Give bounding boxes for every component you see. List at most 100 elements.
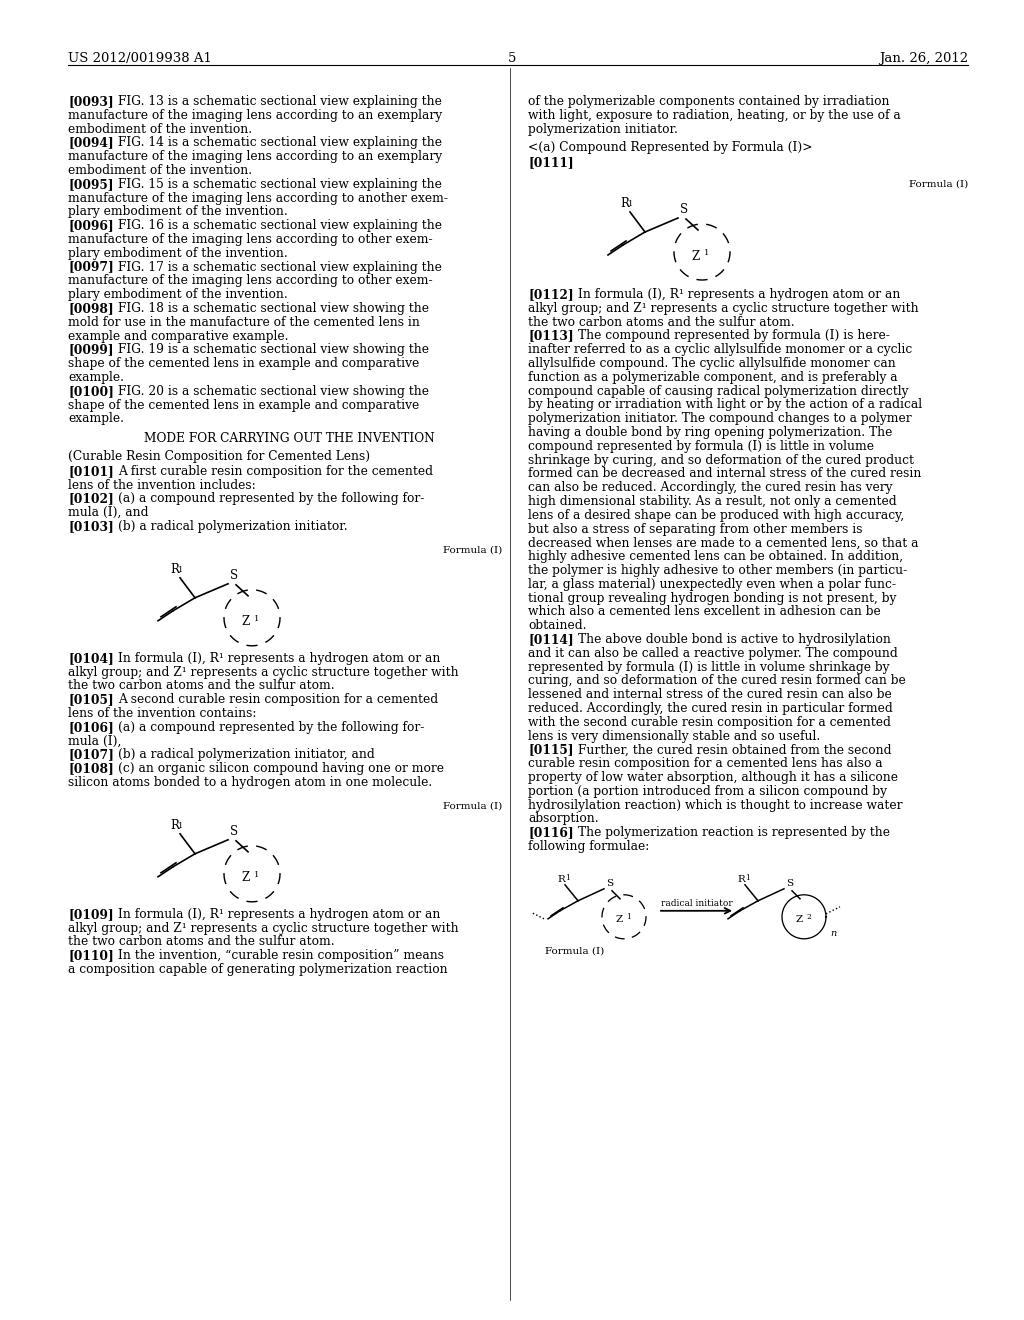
Text: 2: 2 — [807, 913, 811, 921]
Text: plary embodiment of the invention.: plary embodiment of the invention. — [68, 247, 288, 260]
Text: [0109]: [0109] — [68, 908, 114, 921]
Text: (b) a radical polymerization initiator.: (b) a radical polymerization initiator. — [118, 520, 347, 533]
Text: [0094]: [0094] — [68, 136, 114, 149]
Text: [0114]: [0114] — [528, 634, 573, 645]
Text: Formula (I): Formula (I) — [442, 801, 502, 810]
Text: [0116]: [0116] — [528, 826, 573, 840]
Text: shape of the cemented lens in example and comparative: shape of the cemented lens in example an… — [68, 399, 419, 412]
Text: lens of the invention includes:: lens of the invention includes: — [68, 479, 256, 491]
Text: lar, a glass material) unexpectedly even when a polar func-: lar, a glass material) unexpectedly even… — [528, 578, 896, 591]
Text: curable resin composition for a cemented lens has also a: curable resin composition for a cemented… — [528, 758, 883, 770]
Text: In the invention, “curable resin composition” means: In the invention, “curable resin composi… — [118, 949, 444, 962]
Text: allylsulfide compound. The cyclic allylsulfide monomer can: allylsulfide compound. The cyclic allyls… — [528, 356, 896, 370]
Text: curing, and so deformation of the cured resin formed can be: curing, and so deformation of the cured … — [528, 675, 906, 688]
Text: <(a) Compound Represented by Formula (I)>: <(a) Compound Represented by Formula (I)… — [528, 141, 812, 154]
Text: of the polymerizable components contained by irradiation: of the polymerizable components containe… — [528, 95, 890, 108]
Text: R: R — [170, 818, 179, 832]
Text: the two carbon atoms and the sulfur atom.: the two carbon atoms and the sulfur atom… — [68, 936, 335, 948]
Text: decreased when lenses are made to a cemented lens, so that a: decreased when lenses are made to a ceme… — [528, 536, 919, 549]
Text: compound capable of causing radical polymerization directly: compound capable of causing radical poly… — [528, 384, 908, 397]
Text: Formula (I): Formula (I) — [545, 946, 604, 956]
Text: lens of the invention contains:: lens of the invention contains: — [68, 708, 256, 719]
Text: shrinkage by curing, and so deformation of the cured product: shrinkage by curing, and so deformation … — [528, 454, 914, 466]
Text: manufacture of the imaging lens according to other exem-: manufacture of the imaging lens accordin… — [68, 275, 432, 288]
Text: mula (I), and: mula (I), and — [68, 506, 148, 519]
Text: R: R — [557, 875, 565, 884]
Text: can also be reduced. Accordingly, the cured resin has very: can also be reduced. Accordingly, the cu… — [528, 482, 893, 494]
Text: Z: Z — [692, 249, 700, 263]
Text: [0100]: [0100] — [68, 385, 114, 397]
Text: [0107]: [0107] — [68, 748, 114, 762]
Text: The above double bond is active to hydrosilylation: The above double bond is active to hydro… — [578, 634, 891, 645]
Text: plary embodiment of the invention.: plary embodiment of the invention. — [68, 288, 288, 301]
Text: FIG. 14 is a schematic sectional view explaining the: FIG. 14 is a schematic sectional view ex… — [118, 136, 442, 149]
Text: mold for use in the manufacture of the cemented lens in: mold for use in the manufacture of the c… — [68, 315, 420, 329]
Text: In formula (I), R¹ represents a hydrogen atom or an: In formula (I), R¹ represents a hydrogen… — [118, 652, 440, 665]
Text: obtained.: obtained. — [528, 619, 587, 632]
Text: formed can be decreased and internal stress of the cured resin: formed can be decreased and internal str… — [528, 467, 922, 480]
Text: absorption.: absorption. — [528, 812, 599, 825]
Text: 1: 1 — [627, 913, 632, 921]
Text: 1: 1 — [745, 874, 750, 882]
Text: inafter referred to as a cyclic allylsulfide monomer or a cyclic: inafter referred to as a cyclic allylsul… — [528, 343, 912, 356]
Text: 5: 5 — [508, 51, 516, 65]
Text: with light, exposure to radiation, heating, or by the use of a: with light, exposure to radiation, heati… — [528, 108, 901, 121]
Text: (c) an organic silicon compound having one or more: (c) an organic silicon compound having o… — [118, 762, 444, 775]
Text: hydrosilylation reaction) which is thought to increase water: hydrosilylation reaction) which is thoug… — [528, 799, 902, 812]
Text: S: S — [786, 879, 794, 888]
Text: [0096]: [0096] — [68, 219, 114, 232]
Text: Formula (I): Formula (I) — [442, 545, 502, 554]
Text: plary embodiment of the invention.: plary embodiment of the invention. — [68, 206, 288, 218]
Text: (b) a radical polymerization initiator, and: (b) a radical polymerization initiator, … — [118, 748, 375, 762]
Text: [0104]: [0104] — [68, 652, 114, 665]
Text: but also a stress of separating from other members is: but also a stress of separating from oth… — [528, 523, 862, 536]
Text: mula (I),: mula (I), — [68, 735, 122, 747]
Text: R: R — [170, 562, 179, 576]
Text: example.: example. — [68, 371, 124, 384]
Text: FIG. 15 is a schematic sectional view explaining the: FIG. 15 is a schematic sectional view ex… — [118, 178, 442, 191]
Text: [0095]: [0095] — [68, 178, 114, 191]
Text: S: S — [606, 879, 613, 888]
Text: [0111]: [0111] — [528, 156, 573, 169]
Text: (a) a compound represented by the following for-: (a) a compound represented by the follow… — [118, 492, 424, 506]
Text: portion (a portion introduced from a silicon compound by: portion (a portion introduced from a sil… — [528, 785, 887, 797]
Text: In formula (I), R¹ represents a hydrogen atom or an: In formula (I), R¹ represents a hydrogen… — [578, 288, 900, 301]
Text: (a) a compound represented by the following for-: (a) a compound represented by the follow… — [118, 721, 424, 734]
Text: Formula (I): Formula (I) — [908, 180, 968, 189]
Text: n: n — [830, 929, 837, 937]
Text: shape of the cemented lens in example and comparative: shape of the cemented lens in example an… — [68, 358, 419, 370]
Text: FIG. 16 is a schematic sectional view explaining the: FIG. 16 is a schematic sectional view ex… — [118, 219, 442, 232]
Text: property of low water absorption, although it has a silicone: property of low water absorption, althou… — [528, 771, 898, 784]
Text: S: S — [230, 569, 239, 582]
Text: manufacture of the imaging lens according to other exem-: manufacture of the imaging lens accordin… — [68, 234, 432, 246]
Text: S: S — [230, 825, 239, 838]
Text: following formulae:: following formulae: — [528, 840, 649, 853]
Text: [0098]: [0098] — [68, 302, 114, 315]
Text: R: R — [620, 197, 629, 210]
Text: [0110]: [0110] — [68, 949, 114, 962]
Text: the polymer is highly adhesive to other members (in particu-: the polymer is highly adhesive to other … — [528, 564, 907, 577]
Text: high dimensional stability. As a result, not only a cemented: high dimensional stability. As a result,… — [528, 495, 897, 508]
Text: embodiment of the invention.: embodiment of the invention. — [68, 123, 252, 136]
Text: The compound represented by formula (I) is here-: The compound represented by formula (I) … — [578, 330, 890, 342]
Text: Z: Z — [615, 915, 623, 924]
Text: tional group revealing hydrogen bonding is not present, by: tional group revealing hydrogen bonding … — [528, 591, 896, 605]
Text: manufacture of the imaging lens according to an exemplary: manufacture of the imaging lens accordin… — [68, 108, 442, 121]
Text: polymerization initiator. The compound changes to a polymer: polymerization initiator. The compound c… — [528, 412, 911, 425]
Text: alkyl group; and Z¹ represents a cyclic structure together with: alkyl group; and Z¹ represents a cyclic … — [68, 665, 459, 678]
Text: having a double bond by ring opening polymerization. The: having a double bond by ring opening pol… — [528, 426, 892, 440]
Text: [0112]: [0112] — [528, 288, 573, 301]
Text: Z: Z — [242, 615, 250, 628]
Text: [0097]: [0097] — [68, 260, 114, 273]
Text: alkyl group; and Z¹ represents a cyclic structure together with: alkyl group; and Z¹ represents a cyclic … — [68, 921, 459, 935]
Text: lens of a desired shape can be produced with high accuracy,: lens of a desired shape can be produced … — [528, 508, 904, 521]
Text: 1: 1 — [705, 249, 710, 257]
Text: [0101]: [0101] — [68, 465, 114, 478]
Text: FIG. 13 is a schematic sectional view explaining the: FIG. 13 is a schematic sectional view ex… — [118, 95, 442, 108]
Text: lessened and internal stress of the cured resin can also be: lessened and internal stress of the cure… — [528, 688, 892, 701]
Text: 1: 1 — [565, 874, 570, 882]
Text: [0099]: [0099] — [68, 343, 114, 356]
Text: Z: Z — [242, 871, 250, 884]
Text: A second curable resin composition for a cemented: A second curable resin composition for a… — [118, 693, 438, 706]
Text: FIG. 17 is a schematic sectional view explaining the: FIG. 17 is a schematic sectional view ex… — [118, 260, 442, 273]
